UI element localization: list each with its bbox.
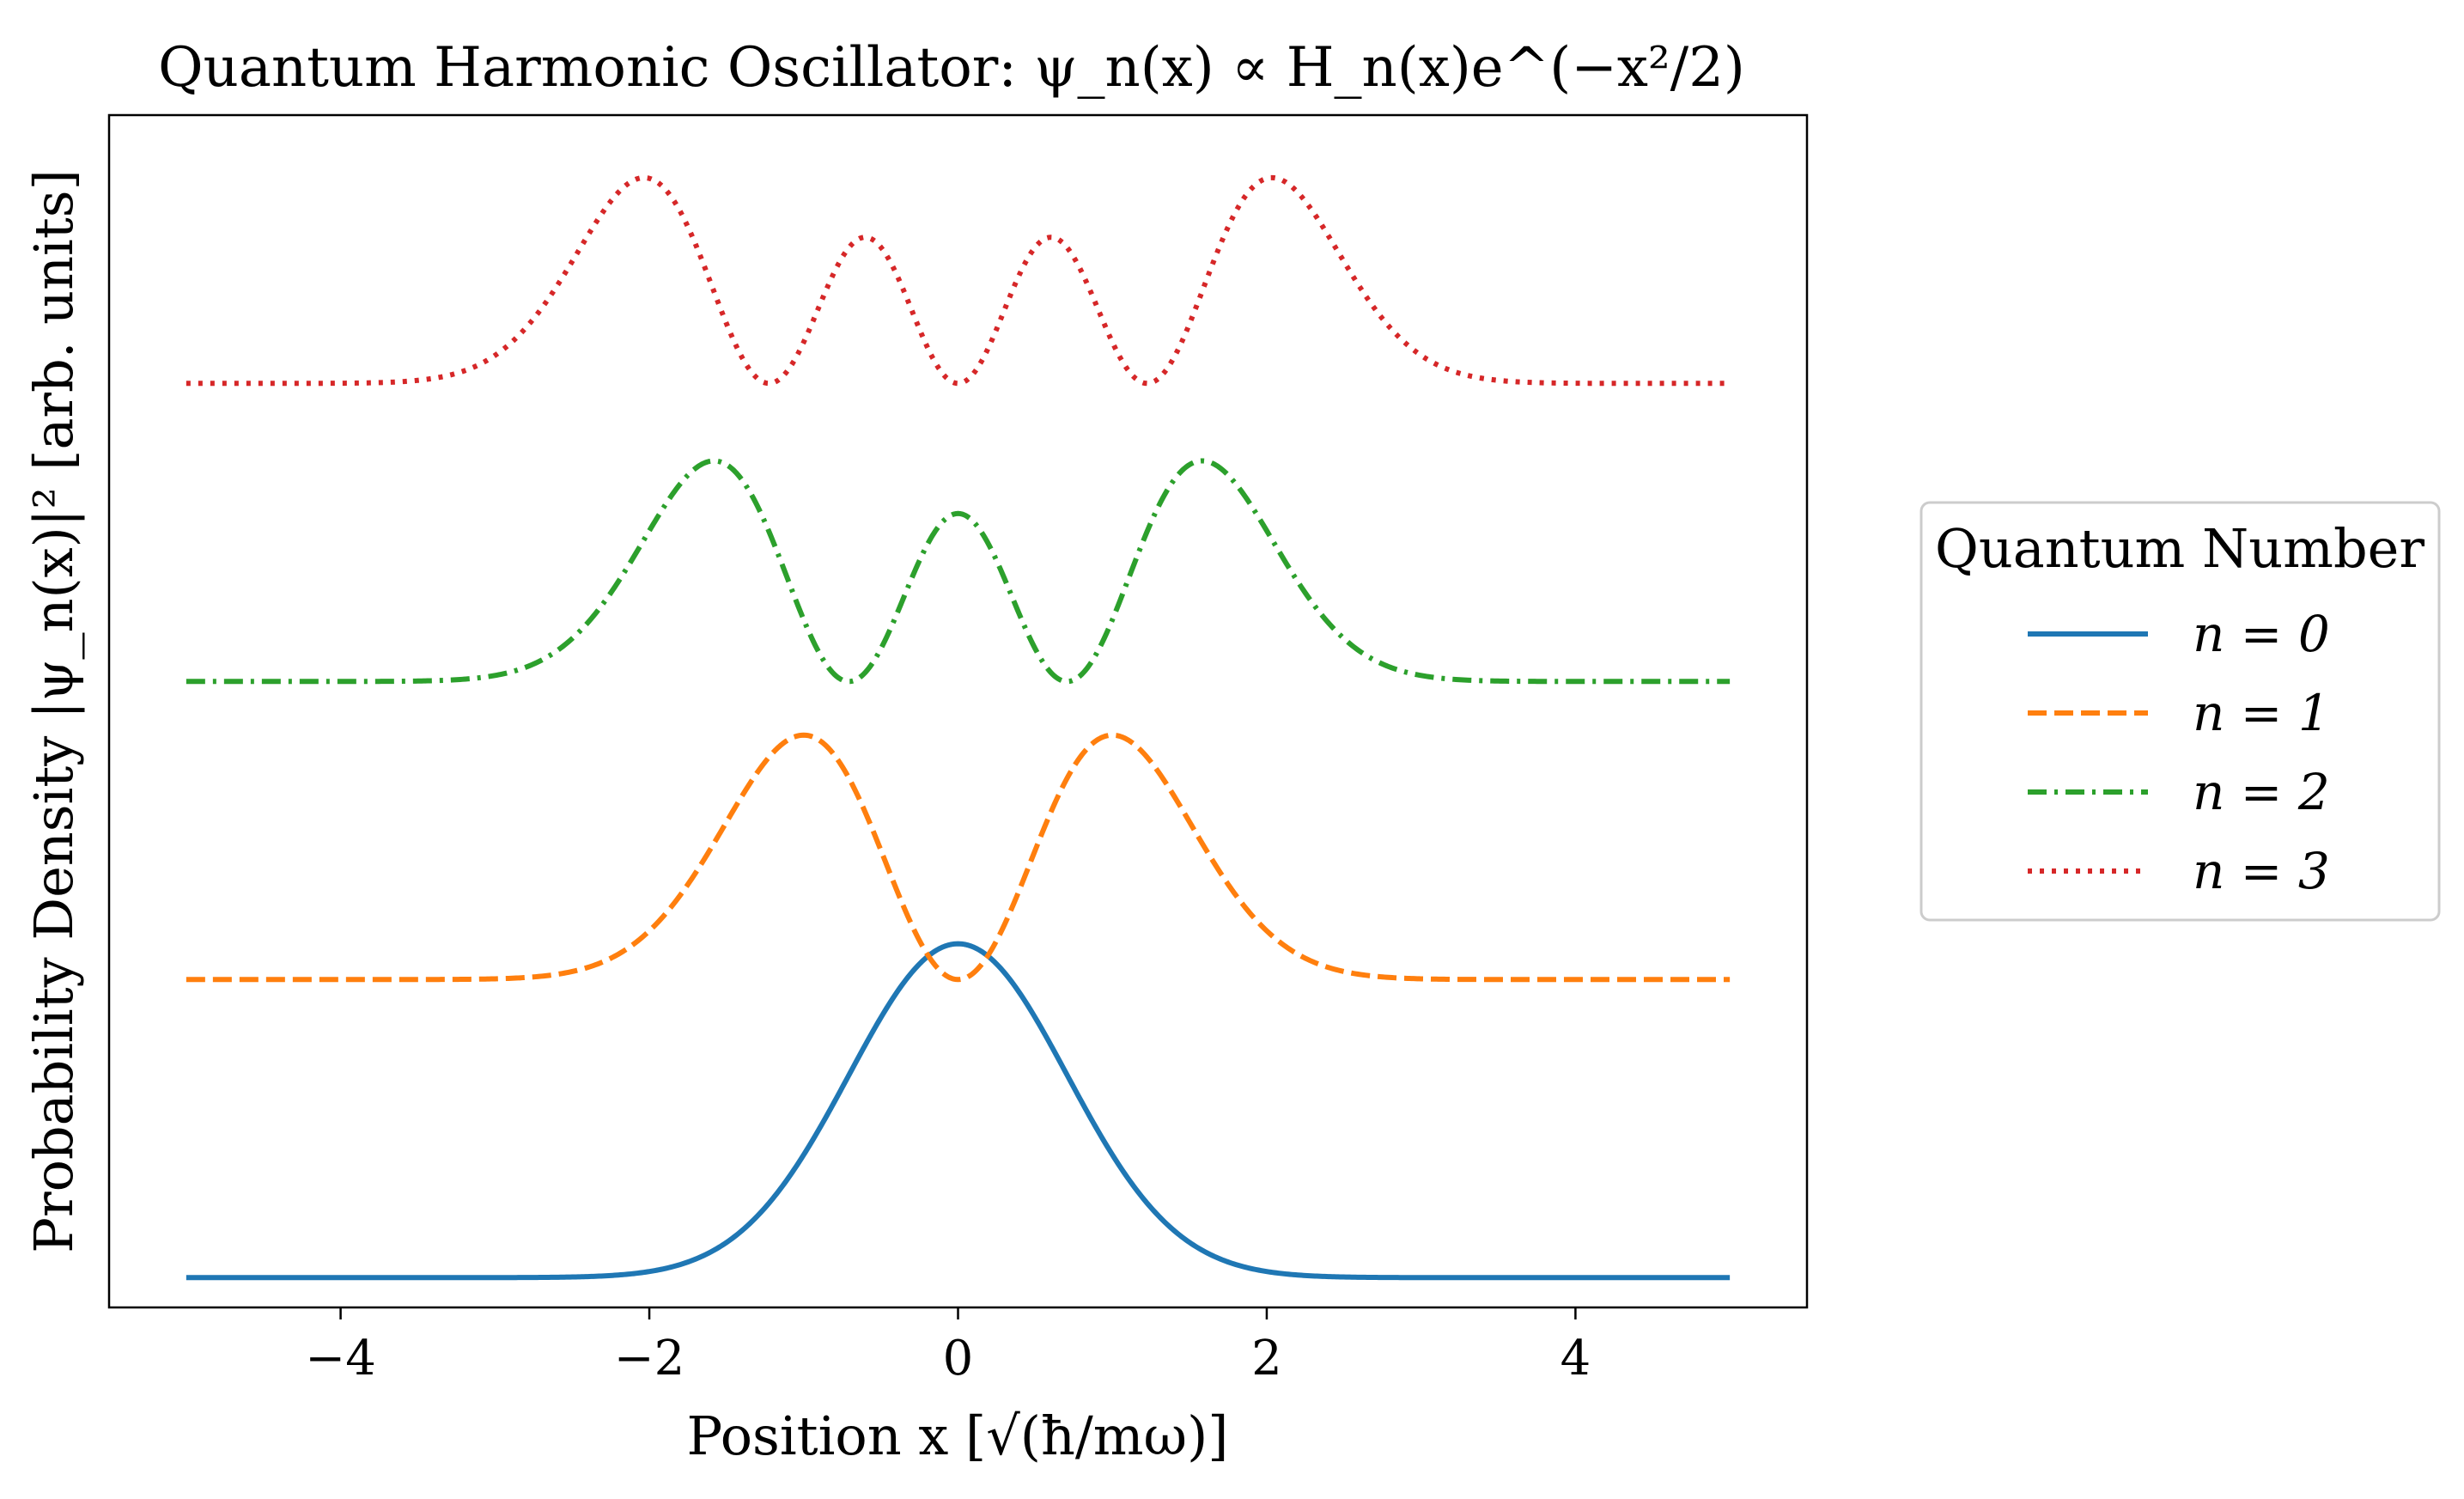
x-axis-ticks: −4 −2 0 2 4: [305, 1307, 1591, 1386]
legend-title: Quantum Number: [1935, 517, 2424, 580]
x-axis-label: Position x [√(ħ/mω)]: [687, 1405, 1229, 1467]
series-group: [186, 174, 1731, 1281]
x-tick-label: −4: [305, 1331, 376, 1386]
plot-area: [107, 113, 1809, 1309]
series-line-n0: [186, 941, 1731, 1281]
y-axis-label: Probability Density |ψ_n(x)|² [arb. unit…: [22, 169, 85, 1253]
legend-label-n2: n = 2: [2193, 763, 2330, 821]
legend: Quantum Number n = 0 n = 1 n = 2 n = 3: [1919, 501, 2441, 922]
legend-label-n3: n = 3: [2193, 842, 2330, 900]
series-line-n1: [186, 732, 1731, 983]
x-tick-label: 4: [1561, 1331, 1591, 1386]
chart-title: Quantum Harmonic Oscillator: ψ_n(x) ∝ H_…: [158, 36, 1745, 100]
x-tick-label: 0: [943, 1331, 974, 1386]
legend-label-n1: n = 1: [2193, 684, 2330, 742]
x-tick-label: 2: [1251, 1331, 1282, 1386]
x-tick-label: −2: [614, 1331, 685, 1386]
series-line-n2: [186, 458, 1731, 685]
legend-label-n0: n = 0: [2193, 605, 2330, 663]
legend-box: [1919, 501, 2441, 922]
legend-entries: n = 0 n = 1 n = 2 n = 3: [2028, 605, 2330, 900]
